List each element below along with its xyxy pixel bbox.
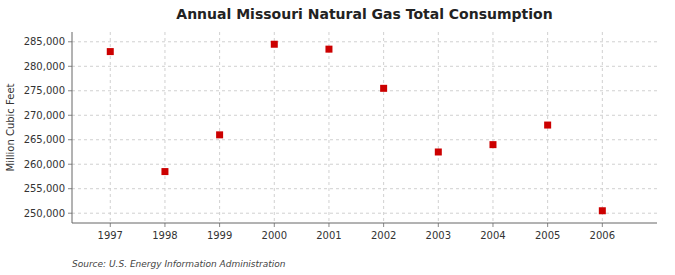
y-tick	[68, 139, 72, 140]
x-tick	[274, 223, 275, 227]
y-grid-line	[72, 115, 657, 116]
y-tick-label: 275,000	[24, 85, 65, 96]
x-tick-label: 1998	[152, 230, 177, 241]
x-tick	[164, 223, 165, 227]
y-grid-line	[72, 188, 657, 189]
y-tick-label: 265,000	[24, 134, 65, 145]
data-point	[107, 48, 114, 55]
chart-title: Annual Missouri Natural Gas Total Consum…	[176, 6, 552, 22]
x-tick-label: 2004	[480, 230, 505, 241]
x-tick	[547, 223, 548, 227]
data-point	[325, 46, 332, 53]
y-grid-line	[72, 41, 657, 42]
data-point	[271, 41, 278, 48]
x-tick-label: 2003	[426, 230, 451, 241]
x-tick	[438, 223, 439, 227]
y-tick	[68, 66, 72, 67]
y-tick-label: 270,000	[24, 110, 65, 121]
chart-svg: 250,000 255,000 260,000 265,000 270,000 275,0…	[0, 0, 675, 275]
data-point	[380, 85, 387, 92]
y-tick	[68, 188, 72, 189]
x-tick	[492, 223, 493, 227]
points	[107, 41, 606, 215]
x-tick-label: 2006	[590, 230, 615, 241]
source-note: Source: U.S. Energy Information Administ…	[72, 259, 286, 269]
y-tick-label: 280,000	[24, 61, 65, 72]
y-grid-line	[72, 90, 657, 91]
data-point	[216, 131, 223, 138]
x-tick-label: 2005	[535, 230, 560, 241]
x-grid-line	[438, 32, 439, 223]
data-point	[161, 168, 168, 175]
y-tick	[68, 90, 72, 91]
x-tick-label: 2002	[371, 230, 396, 241]
x-grid-line	[110, 32, 111, 223]
data-point	[544, 122, 551, 129]
x-grid-line	[328, 32, 329, 223]
y-tick	[68, 213, 72, 214]
x-tick	[219, 223, 220, 227]
grid	[72, 32, 657, 223]
chart-container: 250,000 255,000 260,000 265,000 270,000 275,0…	[0, 0, 675, 275]
axes: 250,000 255,000 260,000 265,000 270,000 275,0…	[24, 32, 657, 241]
x-grid-line	[219, 32, 220, 223]
y-tick-label: 285,000	[24, 36, 65, 47]
x-tick-label: 1999	[207, 230, 232, 241]
x-tick-label: 2000	[262, 230, 287, 241]
x-tick-label: 1997	[98, 230, 123, 241]
data-point	[599, 207, 606, 214]
x-tick	[383, 223, 384, 227]
y-grid-line	[72, 213, 657, 214]
x-axis-line	[72, 223, 657, 224]
y-grid-line	[72, 139, 657, 140]
x-grid-line	[164, 32, 165, 223]
y-axis-label: Million Cubic Feet	[5, 83, 16, 171]
x-tick	[602, 223, 603, 227]
y-tick	[68, 115, 72, 116]
x-tick	[328, 223, 329, 227]
x-grid-line	[274, 32, 275, 223]
x-tick	[110, 223, 111, 227]
x-grid-line	[492, 32, 493, 223]
y-tick	[68, 164, 72, 165]
x-tick-label: 2001	[316, 230, 341, 241]
x-grid-line	[602, 32, 603, 223]
y-grid-line	[72, 164, 657, 165]
y-tick-label: 260,000	[24, 159, 65, 170]
y-axis-line	[72, 32, 73, 223]
y-tick	[68, 41, 72, 42]
y-grid-line	[72, 66, 657, 67]
data-point	[435, 148, 442, 155]
y-tick-label: 250,000	[24, 208, 65, 219]
data-point	[489, 141, 496, 148]
x-grid-line	[383, 32, 384, 223]
y-tick-label: 255,000	[24, 183, 65, 194]
